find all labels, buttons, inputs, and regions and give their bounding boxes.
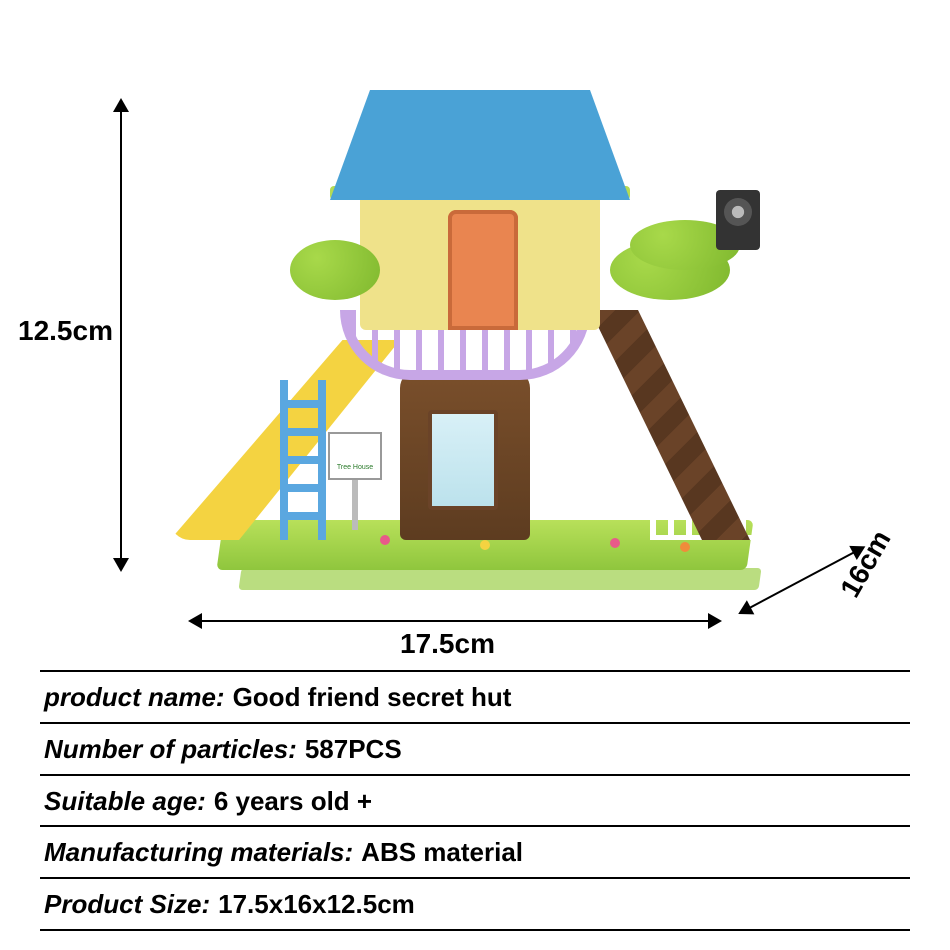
height-label: 12.5cm: [18, 315, 113, 347]
trunk-window: [428, 410, 498, 510]
product-illustration: Tree House: [180, 60, 770, 600]
spec-value: 17.5x16x12.5cm: [218, 888, 415, 922]
spec-row: product name: Good friend secret hut: [40, 670, 910, 724]
base-shadow: [238, 568, 761, 590]
spec-label: Product Size:: [44, 888, 210, 922]
spec-row: Manufacturing materials: ABS material: [40, 827, 910, 879]
roof: [330, 90, 630, 200]
speaker: [716, 190, 760, 250]
house-door: [448, 210, 518, 330]
spec-row: Product Size: 17.5x16x12.5cm: [40, 879, 910, 931]
spec-row: Suitable age: 6 years old +: [40, 776, 910, 828]
width-arrow: [190, 620, 720, 622]
height-arrow: [120, 100, 122, 570]
spec-label: Manufacturing materials:: [44, 836, 353, 870]
spec-table: product name: Good friend secret hut Num…: [40, 670, 910, 931]
flower: [480, 540, 490, 550]
width-label: 17.5cm: [400, 628, 495, 660]
foliage-left: [290, 240, 380, 300]
spec-value: ABS material: [361, 836, 523, 870]
spec-value: Good friend secret hut: [233, 681, 512, 715]
spec-label: Number of particles:: [44, 733, 297, 767]
spec-value: 587PCS: [305, 733, 402, 767]
ladder: [280, 380, 326, 540]
flower: [680, 542, 690, 552]
tree-house-sign: Tree House: [328, 432, 382, 480]
spec-row: Number of particles: 587PCS: [40, 724, 910, 776]
spec-label: product name:: [44, 681, 225, 715]
depth-label: 16cm: [834, 525, 898, 603]
flower: [380, 535, 390, 545]
spec-value: 6 years old +: [214, 785, 372, 819]
product-figure: 12.5cm 17.5cm 16cm Tree House: [0, 0, 950, 650]
spec-label: Suitable age:: [44, 785, 206, 819]
flower: [610, 538, 620, 548]
